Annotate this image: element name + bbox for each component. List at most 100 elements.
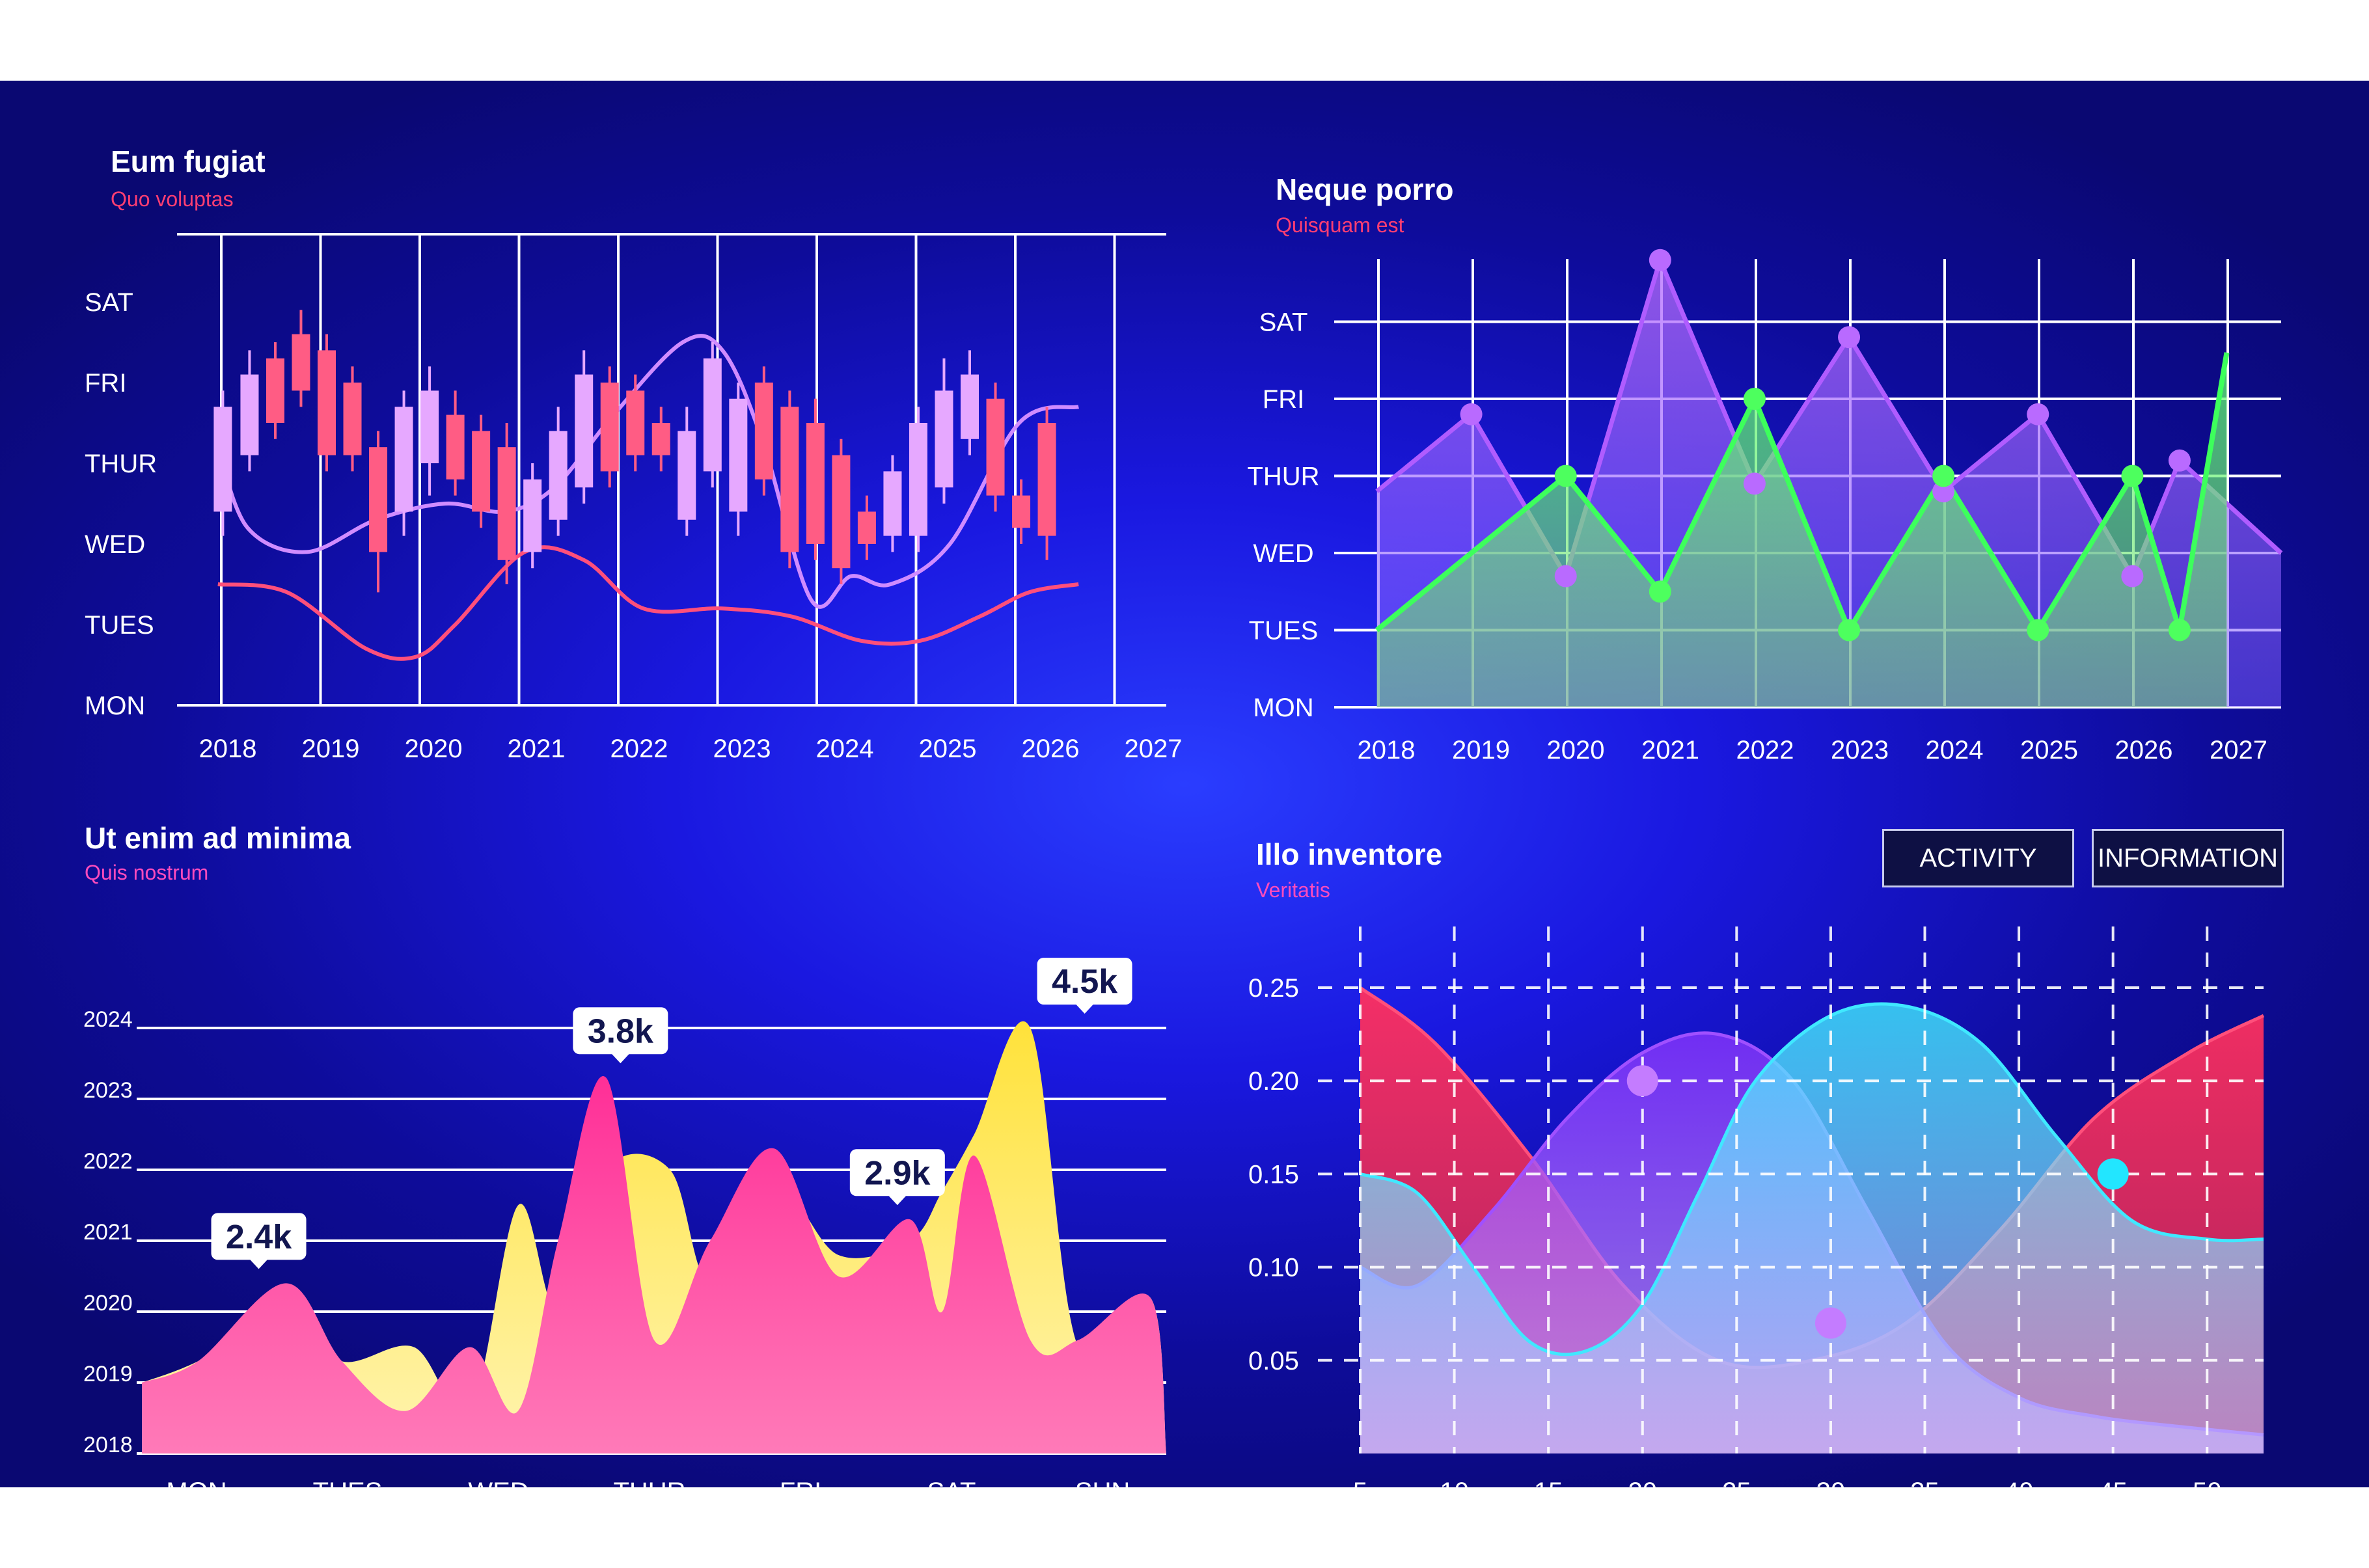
chart3-title: Ut enim ad minima	[85, 821, 351, 855]
chart3-callout-label: 2.4k	[226, 1218, 292, 1256]
chart2-xtick-label: 2026	[2115, 736, 2173, 764]
chart1-candle-body	[651, 423, 670, 455]
chart2-purple-marker	[2168, 449, 2191, 472]
chart2-xtick-label: 2021	[1641, 736, 1699, 764]
chart1-candle-body	[213, 407, 232, 512]
chart2-green-marker	[1838, 619, 1861, 642]
chart1-trend-line	[217, 545, 1079, 661]
chart2-green-area	[1376, 352, 2227, 707]
chart1-ytick-label: FRI	[85, 369, 126, 398]
information-button[interactable]: INFORMATION	[2092, 829, 2284, 887]
chart1-xtick-label: 2025	[919, 735, 977, 763]
chart3-xtick-label: SAT	[927, 1478, 976, 1487]
chart3-callout-box	[573, 1007, 668, 1055]
chart2-xtick-label: 2025	[2020, 736, 2078, 764]
chart1-candle-body	[703, 358, 722, 472]
chart2-purple-marker	[2027, 403, 2049, 426]
chart2-green-marker	[1649, 580, 1671, 603]
chart3-ytick-label: 2024	[83, 1007, 133, 1032]
chart1-xtick-label: 2021	[508, 735, 566, 763]
chart1-candle-body	[369, 447, 388, 552]
chart3-xtick-label: TUES	[313, 1478, 383, 1487]
chart2-title: Neque porro	[1276, 172, 1453, 206]
chart2-purple-marker	[1743, 472, 1766, 495]
chart3-callout-label: 4.5k	[1052, 963, 1117, 1001]
chart1-candle-body	[935, 390, 953, 488]
chart3-ytick-label: 2022	[83, 1149, 133, 1174]
chart4-ytick-label: 0.20	[1248, 1067, 1299, 1096]
chart4-xtick-label: 30	[1816, 1478, 1846, 1487]
chart2-green-marker	[2121, 465, 2144, 487]
chart1-candle-body	[523, 479, 542, 552]
chart1-candle-body	[600, 383, 619, 472]
chart1-candle-body	[754, 383, 773, 480]
chart2-xtick-label: 2027	[2210, 736, 2267, 764]
chart2-ytick-label: THUR	[1247, 463, 1319, 491]
chart3-xtick-label: WED	[468, 1478, 528, 1487]
chart2-green-line	[1375, 352, 2230, 636]
charts-canvas: Eum fugiat Quo voluptas Neque porro Quis…	[83, 144, 2283, 1487]
chart3-ytick-label: 2023	[83, 1078, 133, 1103]
chart2-xtick-label: 2023	[1831, 736, 1889, 764]
chart2-green-marker	[1932, 465, 1955, 487]
chart3-callout-label: 2.9k	[864, 1154, 930, 1192]
chart2-xtick-label: 2019	[1452, 736, 1510, 764]
chart3-ytick-label: 2018	[83, 1433, 133, 1457]
chart1-candle-body	[420, 390, 439, 463]
chart1-candle-body	[1012, 495, 1031, 528]
chart2-ytick-label: SAT	[1259, 308, 1308, 337]
chart1-title: Eum fugiat	[111, 144, 266, 178]
chart4-subtitle: Veritatis	[1256, 878, 1330, 902]
chart3-xtick-label: MON	[166, 1478, 226, 1487]
chart3-pink-area	[142, 1075, 1166, 1453]
chart3-callout-box	[849, 1149, 945, 1196]
chart4-ytick-label: 0.15	[1248, 1160, 1299, 1189]
chart4-ytick-label: 0.25	[1248, 974, 1299, 1003]
chart3-callout-pointer	[611, 1053, 630, 1064]
chart3-ytick-label: 2019	[83, 1362, 133, 1386]
chart1-candle-body	[549, 431, 568, 520]
chart1-xtick-label: 2023	[713, 735, 771, 763]
chart1-subtitle: Quo voluptas	[111, 187, 234, 211]
chart2-ytick-label: WED	[1253, 539, 1313, 568]
chart4-title: Illo inventore	[1256, 837, 1442, 871]
chart1-candle-body	[729, 398, 748, 512]
chart4-marker	[2097, 1158, 2129, 1190]
chart2-ytick-label: TUES	[1249, 617, 1319, 645]
chart2-green-marker	[1743, 388, 1766, 410]
chart3-ytick-label: 2021	[83, 1220, 133, 1245]
chart4-area: 0.05 0.10 0.15 0.20 0.25 5 10 15 20 25 30 35 40 45 50	[1248, 926, 2265, 1487]
chart4-ytick-label: 0.10	[1248, 1254, 1299, 1282]
chart4-marker	[1626, 1065, 1658, 1097]
chart3-area: 2018 2019 2020 2021 2022 2023 2024 MON TUES WED TH…	[83, 958, 1166, 1487]
chart2-purple-marker	[1649, 249, 1671, 271]
chart4-xtick-label: 50	[2193, 1478, 2222, 1487]
chart1-ytick-label: THUR	[85, 450, 157, 478]
chart3-subtitle: Quis nostrum	[85, 861, 208, 884]
chart1-ytick-label: TUES	[85, 611, 154, 640]
chart2-purple-marker	[1932, 480, 1955, 503]
chart1-xtick-label: 2018	[199, 735, 257, 763]
chart1-candle-body	[575, 374, 594, 488]
chart3-ytick-label: 2020	[83, 1291, 133, 1316]
chart1-candle-body	[780, 407, 799, 552]
chart2-subtitle: Quisquam est	[1276, 213, 1404, 237]
chart1-candle-body	[497, 447, 516, 560]
chart1-candlestick: MON TUES WED THUR FRI SAT 2018 2019 2020 2021 2022…	[85, 233, 1182, 763]
chart1-candle-body	[446, 414, 465, 480]
chart1-candle-body	[806, 423, 825, 544]
chart2-purple-marker	[1460, 403, 1483, 426]
chart4-xtick-label: 20	[1628, 1478, 1658, 1487]
activity-button[interactable]: ACTIVITY	[1882, 829, 2074, 887]
chart1-candle-body	[472, 431, 491, 512]
chart2-green-marker	[1554, 465, 1577, 487]
chart1-trend-line	[215, 334, 1079, 609]
chart3-xtick-label: THUR	[613, 1478, 685, 1487]
chart1-candle-body	[961, 374, 979, 439]
chart4-xtick-label: 35	[1910, 1478, 1939, 1487]
chart2-purple-marker	[1554, 565, 1577, 588]
chart1-candle-body	[883, 471, 902, 536]
chart2-green-marker	[2168, 619, 2191, 642]
chart1-ytick-label: WED	[85, 530, 145, 559]
chart1-xtick-label: 2024	[816, 735, 874, 763]
